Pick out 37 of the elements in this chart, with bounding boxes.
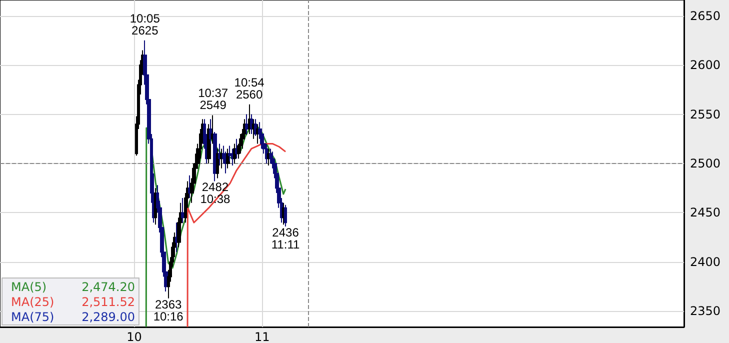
annotation: 10:37 2549: [198, 86, 228, 112]
candlestick: [181, 197, 185, 224]
candlestick: [250, 114, 253, 134]
y-tick-label: 2400: [690, 254, 721, 269]
candlestick: [216, 148, 219, 179]
candlestick: [254, 118, 257, 136]
annotation: 2,289.00: [82, 310, 135, 324]
legend-label: MA(75): [11, 310, 54, 324]
candlestick: [213, 131, 217, 182]
text: MA(5): [11, 280, 47, 294]
candlestick: [267, 148, 270, 166]
y-tick-label: 2450: [690, 206, 721, 220]
annotation: 2436 11:11: [271, 226, 300, 252]
candlestick: [228, 145, 232, 162]
annotation: 2363 10:16: [153, 297, 184, 324]
x-tick-label: 10: [126, 330, 142, 343]
y-tick-label: 2350: [690, 304, 721, 318]
y-tick-label: 2550: [690, 107, 721, 122]
candlestick: [284, 204, 287, 228]
candlestick: [252, 118, 255, 140]
candlestick: [248, 104, 251, 134]
candlestick: [220, 148, 223, 169]
y-tick-label: 2650: [690, 8, 721, 23]
annotation: 10:54 2560: [234, 75, 265, 102]
y-tick-label: 2600: [690, 58, 721, 72]
y-tick-label: 2500: [690, 156, 721, 170]
annotation: 10:05 2625: [130, 11, 160, 38]
candlestick: [235, 138, 238, 160]
candlestick: [188, 174, 191, 198]
candlestick: [231, 148, 234, 166]
candlestick: [218, 143, 221, 166]
candlestick: [233, 143, 236, 164]
text: MA(25): [11, 295, 54, 309]
annotation: 2,511.52: [82, 295, 135, 309]
candlestick: [245, 114, 249, 134]
x-tick-label: 11: [254, 330, 270, 343]
annotation: 2,474.20: [82, 280, 135, 294]
